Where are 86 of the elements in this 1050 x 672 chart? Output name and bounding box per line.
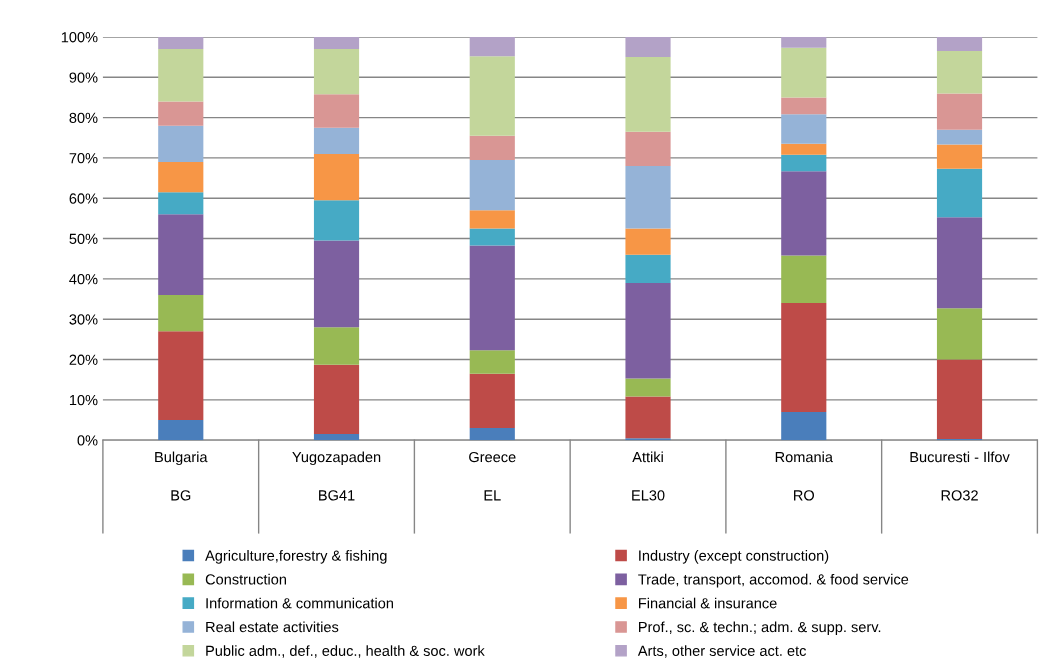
legend-label: Public adm., def., educ., health & soc. work: [206, 645, 485, 658]
bar: [313, 364, 360, 435]
legend-label: Financial & insurance: [639, 597, 777, 609]
bar: [936, 129, 983, 145]
bar: [158, 420, 204, 441]
bar: [158, 214, 204, 296]
bar: [469, 245, 515, 351]
category-label: Bulgaria BG: [155, 451, 208, 501]
bar: [469, 428, 515, 441]
bar: [313, 49, 360, 95]
bar: [936, 308, 983, 360]
bar: [781, 114, 827, 144]
bar: [469, 350, 515, 374]
bar: [313, 36, 360, 50]
bar: [469, 159, 515, 211]
bar: [936, 51, 983, 94]
bar: [936, 36, 983, 52]
bar: [158, 36, 204, 50]
bar: [313, 94, 360, 128]
y-tick-label: 30%: [69, 314, 98, 325]
bar: [625, 378, 671, 397]
y-tick-label: 10%: [69, 394, 98, 406]
bar: [469, 228, 515, 246]
bar: [781, 411, 827, 441]
bar: [313, 327, 360, 365]
legend-label: Industry (except construction): [639, 550, 829, 564]
y-tick-label: 50%: [69, 233, 98, 244]
bar: [625, 165, 671, 229]
bar: [781, 154, 827, 172]
bar: [313, 434, 360, 441]
bar: [781, 171, 827, 256]
bar: [781, 47, 827, 98]
category-label: Yugozapaden BG41: [292, 451, 381, 501]
y-tick-label: 90%: [69, 72, 98, 83]
bar: [625, 282, 671, 379]
bar: [781, 36, 827, 48]
legend-label: Trade, transport, accomod. & food service: [638, 573, 909, 588]
bar: [625, 438, 671, 441]
y-tick-label: 70%: [69, 153, 98, 164]
bar: [469, 56, 515, 136]
bar: [625, 131, 671, 166]
legend-label: Real estate activities: [206, 621, 339, 633]
category-label: Romania RO: [775, 451, 833, 501]
legend-label: Prof., sc. & techn.; adm. & supp. serv.: [639, 621, 881, 636]
bar: [469, 373, 515, 429]
bar: [936, 217, 983, 309]
bar: [158, 49, 204, 102]
bar: [781, 303, 827, 412]
bar: [781, 97, 827, 115]
bar: [469, 210, 515, 229]
bar: [781, 255, 827, 304]
y-tick-label: 80%: [69, 112, 98, 124]
bar: [936, 93, 983, 130]
bar: [158, 295, 204, 332]
y-tick-label: 60%: [69, 193, 98, 204]
bar: [158, 101, 204, 126]
legend-label: Construction: [205, 573, 286, 585]
bar: [936, 359, 983, 439]
bar: [469, 135, 515, 160]
bar: [625, 254, 671, 283]
bar: [158, 192, 204, 215]
bar: [158, 331, 204, 420]
category-label: Greece EL: [469, 451, 516, 501]
bar: [313, 153, 360, 201]
y-tick-label: 100%: [61, 32, 98, 43]
bar: [781, 143, 827, 155]
legend-label: Information & communication: [206, 597, 393, 609]
category-label: Bucuresti - Ilfov RO32: [910, 451, 1010, 501]
bar: [936, 144, 983, 169]
bar: [158, 161, 204, 193]
legend-label: Arts, other service act. etc: [637, 645, 807, 658]
y-tick-label: 0%: [77, 435, 98, 446]
bar: [936, 168, 983, 218]
bar: [313, 127, 360, 154]
y-tick-label: 40%: [69, 273, 98, 285]
bar: [625, 228, 671, 255]
y-tick-label: 20%: [69, 354, 98, 365]
category-label: Attiki EL30: [632, 451, 665, 501]
bar: [469, 36, 515, 57]
legend-label: Agriculture,forestry & fishing: [205, 550, 387, 564]
bar: [625, 396, 671, 439]
bar: [158, 125, 204, 162]
bar: [313, 200, 360, 241]
bar: [625, 57, 671, 132]
bar: [625, 36, 671, 58]
bar: [313, 240, 360, 328]
